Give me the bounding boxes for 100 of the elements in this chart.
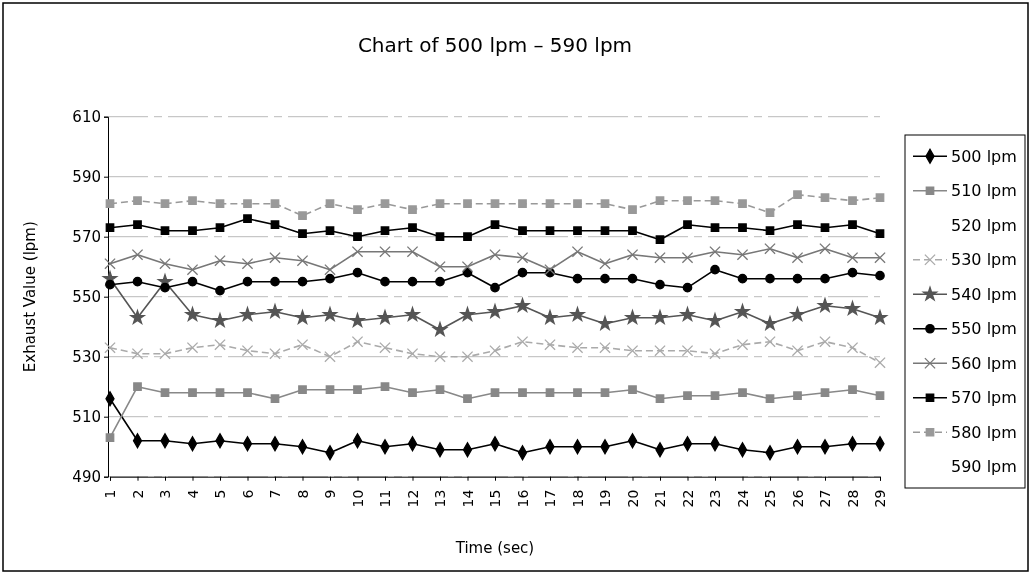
point — [133, 382, 142, 392]
point — [628, 205, 637, 215]
point — [353, 205, 362, 215]
point — [188, 226, 197, 236]
text: 520 lpm — [951, 215, 1017, 235]
point — [133, 220, 142, 230]
point — [516, 335, 529, 348]
point — [377, 310, 393, 325]
point — [461, 350, 474, 363]
point — [212, 313, 228, 328]
x-tick-label: 10 — [349, 489, 366, 508]
point — [655, 235, 665, 245]
point — [625, 310, 640, 325]
point — [573, 226, 582, 236]
point — [270, 199, 280, 209]
point — [655, 394, 665, 404]
x-tick-label: 19 — [597, 489, 614, 508]
point — [435, 199, 445, 209]
point — [570, 307, 585, 322]
point — [655, 196, 665, 206]
point — [764, 242, 776, 255]
point — [735, 304, 750, 319]
point — [267, 304, 283, 319]
x-tick-label: 17 — [542, 489, 559, 508]
point — [242, 276, 253, 287]
point — [792, 273, 803, 284]
point — [322, 307, 338, 322]
point — [517, 267, 528, 278]
point — [240, 307, 255, 322]
point — [460, 307, 475, 322]
x-tick-label: 27 — [817, 489, 834, 508]
point — [461, 260, 474, 273]
point — [269, 347, 281, 360]
point — [298, 385, 307, 395]
point — [432, 322, 448, 337]
point — [710, 196, 720, 206]
point — [463, 232, 472, 242]
point — [489, 248, 501, 261]
point — [516, 251, 529, 264]
point — [545, 388, 555, 398]
point — [159, 347, 171, 360]
point — [325, 199, 335, 209]
point — [600, 273, 610, 284]
x-tick-label: 15 — [487, 489, 504, 508]
point — [626, 344, 639, 357]
point — [215, 285, 225, 296]
point — [188, 196, 197, 206]
legend-label: 560 lpm — [951, 353, 1017, 373]
point — [683, 391, 692, 401]
point — [738, 223, 747, 233]
point — [353, 232, 362, 242]
point — [571, 245, 584, 258]
point — [160, 226, 170, 236]
point — [654, 251, 666, 264]
point — [269, 251, 281, 264]
point — [544, 338, 556, 351]
point — [435, 232, 445, 242]
point — [408, 205, 417, 215]
x-tick-label: 13 — [432, 489, 449, 508]
x-tick-label: 11 — [377, 489, 394, 508]
point — [709, 347, 721, 360]
point — [710, 391, 720, 401]
point — [710, 223, 720, 233]
point — [489, 344, 501, 357]
point — [820, 193, 830, 203]
y-axis-title: Exhaust Value (lpm) — [21, 221, 39, 373]
point — [736, 248, 749, 261]
y-tick-label: 510 — [72, 408, 101, 426]
point — [765, 226, 775, 236]
point — [104, 257, 116, 270]
point — [350, 313, 365, 328]
point — [848, 385, 857, 395]
point — [434, 350, 446, 363]
point — [188, 388, 197, 398]
point — [270, 276, 280, 287]
point — [791, 344, 804, 357]
point — [765, 273, 775, 284]
point — [104, 341, 116, 354]
point — [628, 385, 637, 395]
point — [793, 391, 802, 401]
point — [875, 229, 885, 239]
x-tick-label: 1 — [102, 489, 119, 499]
point — [654, 344, 666, 357]
point — [490, 388, 500, 398]
point — [215, 388, 225, 398]
point — [298, 211, 307, 221]
point — [628, 226, 637, 236]
x-tick-label: 28 — [844, 489, 861, 508]
point — [296, 254, 309, 267]
point — [791, 251, 804, 264]
point — [160, 199, 170, 209]
point — [243, 214, 252, 224]
point — [463, 199, 472, 209]
x-tick-label: 8 — [294, 489, 311, 499]
point — [683, 220, 692, 230]
point — [298, 229, 307, 239]
x-tick-label: 6 — [239, 489, 256, 499]
point — [187, 276, 198, 287]
point — [131, 248, 144, 261]
y-tick-label: 530 — [72, 348, 101, 366]
